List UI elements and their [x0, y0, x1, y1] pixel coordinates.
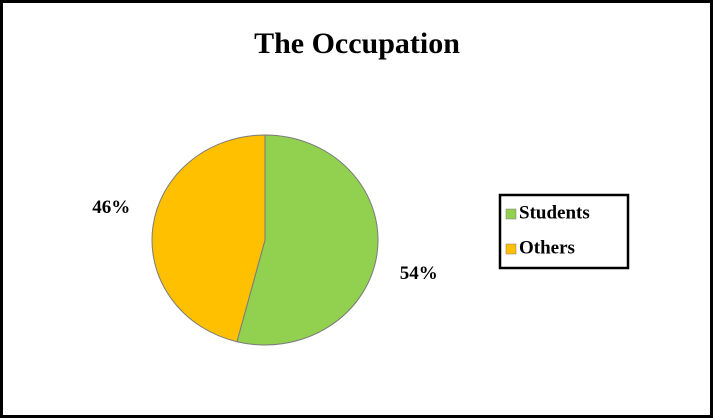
legend-label: Students — [519, 202, 590, 223]
pie-slice — [151, 134, 266, 343]
legend-label: Others — [519, 237, 575, 258]
legend-swatch — [505, 243, 517, 255]
chart-title: The Occupation — [254, 27, 460, 60]
legend-swatch — [505, 208, 517, 220]
pie-slice — [236, 134, 379, 346]
data-label: 46% — [92, 197, 130, 218]
data-label: 54% — [400, 263, 438, 284]
legend-box — [498, 193, 630, 270]
